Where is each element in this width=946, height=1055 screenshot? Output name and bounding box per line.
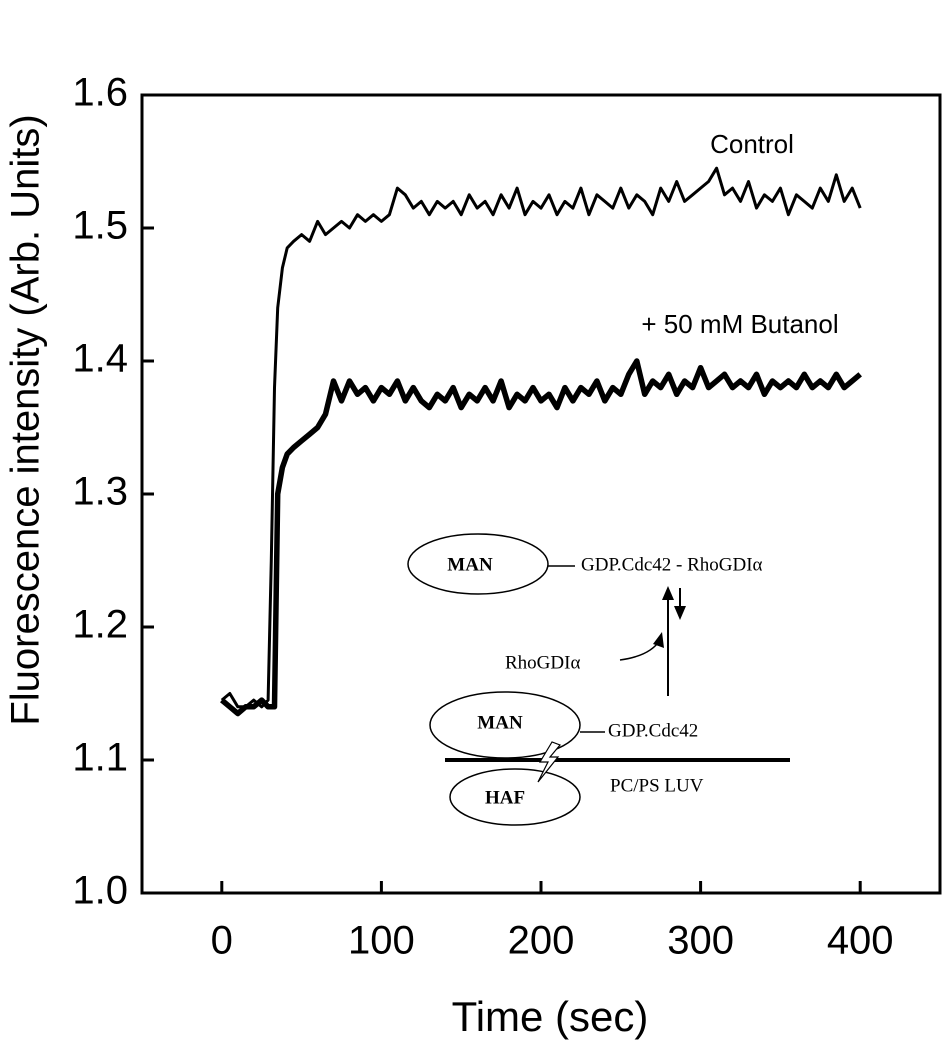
y-tick-label: 1.1 — [72, 736, 128, 780]
y-tick-label: 1.5 — [72, 204, 128, 248]
ellipse — [449, 768, 581, 826]
inset-label: MAN — [447, 554, 493, 575]
data-line — [220, 358, 862, 717]
arrowhead — [653, 632, 664, 648]
inset-label: HAF — [485, 787, 525, 808]
inset-label: RhoGDIα — [505, 652, 580, 673]
x-tick-label: 300 — [667, 919, 734, 963]
inset-diagram: MAN GDP.Cdc42 - RhoGDIα RhoGDIα MAN GDP.… — [407, 533, 790, 826]
y-tick-label: 1.4 — [72, 337, 128, 381]
ellipse — [407, 533, 549, 595]
y-tick-label: 1.6 — [72, 71, 128, 115]
series-label: + 50 mM Butanol — [641, 309, 838, 339]
inset-label: GDP.Cdc42 - RhoGDIα — [581, 554, 763, 575]
arrowhead — [674, 606, 686, 620]
inset-label: PC/PS LUV — [610, 775, 704, 796]
inset-label: MAN — [477, 712, 523, 733]
y-axis-title: Fluorescence intensity (Arb. Units) — [4, 114, 48, 725]
series-label: Control — [710, 129, 794, 159]
x-tick-label: 400 — [827, 919, 894, 963]
bolt — [537, 741, 562, 783]
arrowhead — [662, 586, 674, 600]
data-line — [220, 166, 862, 709]
y-tick-label: 1.2 — [72, 603, 128, 647]
x-tick-label: 200 — [508, 919, 575, 963]
x-tick-label: 0 — [211, 919, 233, 963]
inset-label: GDP.Cdc42 — [608, 720, 698, 741]
y-tick-label: 1.3 — [72, 470, 128, 514]
x-axis-title: Time (sec) — [452, 993, 649, 1040]
x-tick-label: 100 — [348, 919, 415, 963]
y-tick-label: 1.0 — [72, 869, 128, 913]
